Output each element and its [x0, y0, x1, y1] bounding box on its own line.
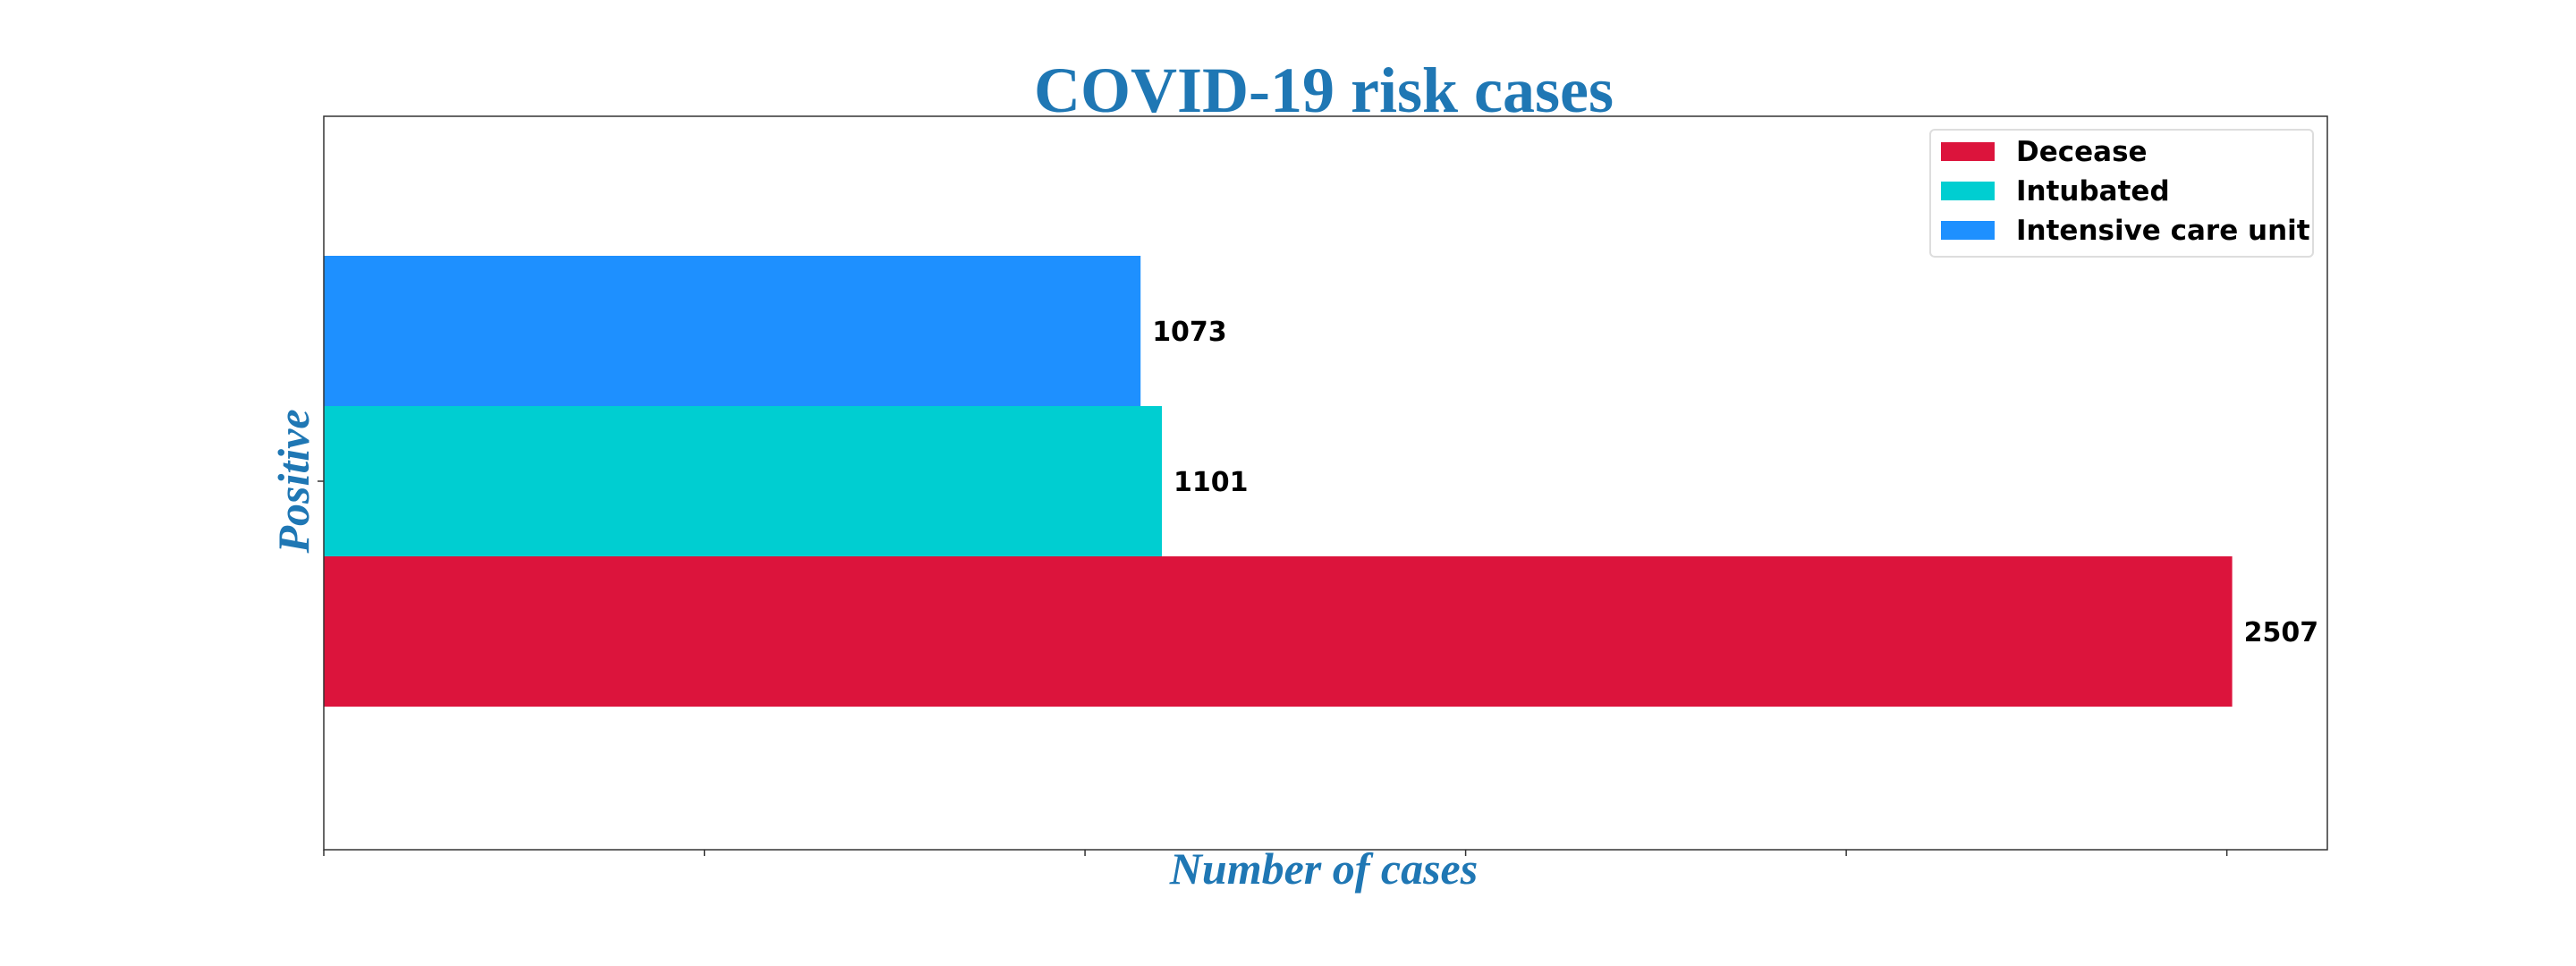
- data-label-intensive-care-unit: 1073: [1152, 317, 1227, 348]
- x-ticks-layer: [318, 480, 2228, 856]
- bar-intensive-care-unit: [324, 256, 1141, 406]
- chart-title: COVID-19 risk cases: [1034, 55, 1614, 126]
- legend-swatch-decease: [1941, 142, 1995, 161]
- legend-items: Decease Intubated Intensive care unit: [1941, 136, 2310, 247]
- data-label-intubated: 1101: [1174, 467, 1249, 498]
- y-axis-label: Positive: [268, 409, 318, 554]
- legend: Decease Intubated Intensive care unit: [1929, 129, 2314, 258]
- data-label-decease: 2507: [2244, 617, 2319, 648]
- bar-intubated: [324, 406, 1163, 556]
- x-axis-label: Number of cases: [1169, 843, 1478, 894]
- legend-label-intensive-care-unit: Intensive care unit: [2016, 215, 2310, 247]
- bar-decease: [324, 556, 2233, 707]
- legend-label-decease: Decease: [2016, 136, 2148, 168]
- legend-box: [1929, 129, 2314, 258]
- data-labels-layer: 2507 1101 1073: [1152, 317, 2318, 648]
- bars-layer: [324, 256, 2233, 707]
- legend-swatch-intubated: [1941, 182, 1995, 200]
- legend-label-intubated: Intubated: [2016, 175, 2170, 208]
- legend-swatch-intensive-care-unit: [1941, 221, 1995, 240]
- plot-frame: [323, 115, 2328, 851]
